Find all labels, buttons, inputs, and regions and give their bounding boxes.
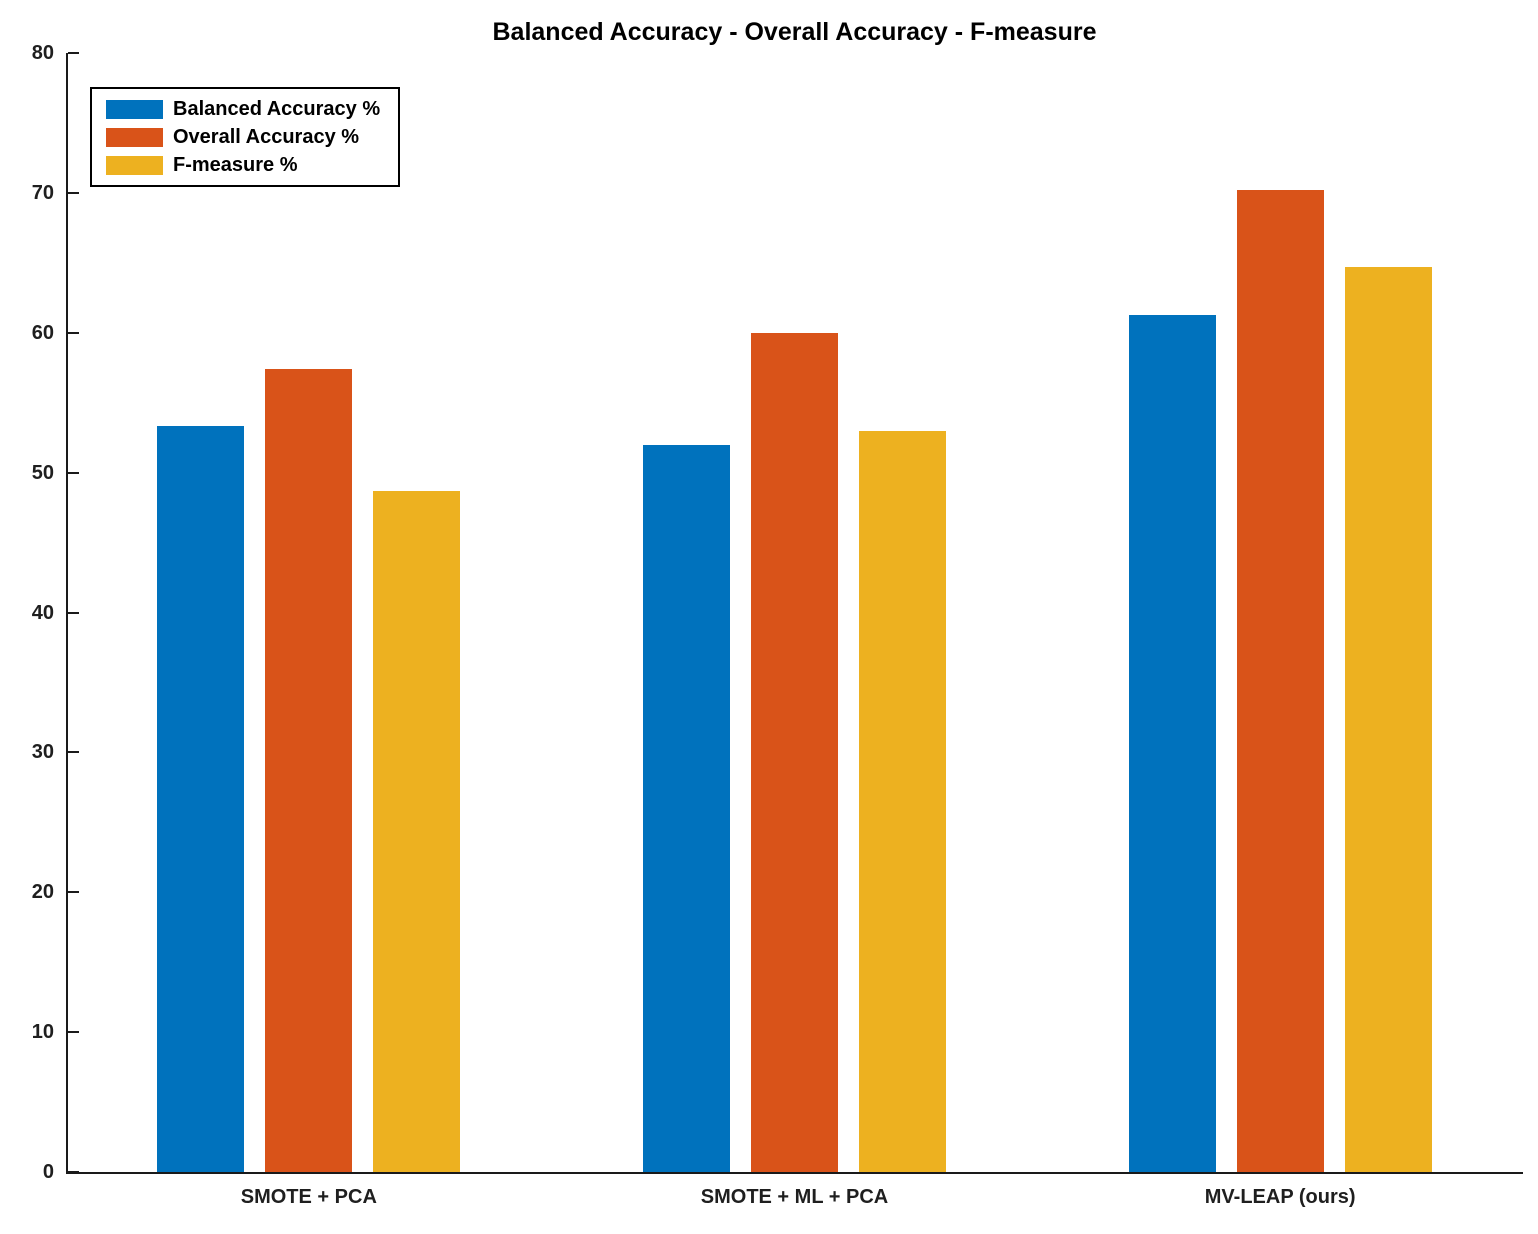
y-tick-label-40: 40: [31, 601, 54, 624]
y-tick-label-60: 60: [31, 321, 54, 344]
y-tick-label-20: 20: [31, 881, 54, 904]
y-tick-label-80: 80: [31, 42, 54, 64]
bar-f-measure-smote-pca: [373, 490, 461, 1172]
legend-swatch-balanced-accuracy: [106, 99, 163, 119]
y-tick-mark-60: [68, 331, 79, 334]
bar-balanced-accuracy-smote-pca: [157, 426, 245, 1172]
legend-label-f-measure: F-measure %: [173, 153, 298, 176]
y-tick-mark-70: [68, 191, 79, 194]
bar-balanced-accuracy-mv-leap-ours: [1128, 314, 1216, 1172]
legend: Balanced Accuracy % Overall Accuracy % F-m…: [90, 87, 400, 187]
y-tick-label-70: 70: [31, 181, 54, 204]
y-tick-label-0: 0: [42, 1161, 54, 1183]
bar-f-measure-mv-leap-ours: [1344, 267, 1432, 1172]
y-tick-mark-30: [68, 751, 79, 754]
x-tick-label-smote-pca: SMOTE + PCA: [240, 1186, 377, 1208]
legend-swatch-overall-accuracy: [106, 127, 163, 147]
y-tick-mark-20: [68, 891, 79, 894]
y-tick-mark-10: [68, 1031, 79, 1034]
bar-overall-accuracy-mv-leap-ours: [1236, 190, 1324, 1172]
y-tick-label-30: 30: [31, 741, 54, 764]
y-tick-mark-80: [68, 52, 79, 54]
legend-swatch-f-measure: [106, 155, 163, 175]
bar-overall-accuracy-smote-pca: [265, 369, 353, 1172]
y-tick-label-50: 50: [31, 461, 54, 484]
y-tick-mark-40: [68, 611, 79, 614]
legend-item-overall-accuracy: Overall Accuracy %: [106, 125, 386, 148]
bar-overall-accuracy-smote-ml-pca: [751, 332, 838, 1172]
y-tick-label-10: 10: [31, 1021, 54, 1044]
legend-item-f-measure: F-measure %: [106, 153, 386, 176]
bar-f-measure-smote-ml-pca: [859, 430, 946, 1172]
bar-balanced-accuracy-smote-ml-pca: [643, 444, 730, 1172]
chart-title: Balanced Accuracy - Overall Accuracy - F…: [492, 18, 1097, 46]
plot-area: 0 10 20 30 40 50 60 70 80 SMOTE + PCA SMOTE + ML …: [32, 43, 1523, 1208]
x-tick-label-mv-leap-ours: MV-LEAP (ours): [1204, 1186, 1356, 1208]
legend-label-overall-accuracy: Overall Accuracy %: [173, 125, 360, 148]
x-tick-label-smote-ml-pca: SMOTE + ML + PCA: [700, 1186, 889, 1208]
legend-label-balanced-accuracy: Balanced Accuracy %: [173, 97, 381, 120]
y-tick-mark-50: [68, 471, 79, 474]
x-axis-line: [66, 1172, 1523, 1174]
y-axis-line: [66, 53, 68, 1172]
legend-item-balanced-accuracy: Balanced Accuracy %: [106, 97, 386, 120]
